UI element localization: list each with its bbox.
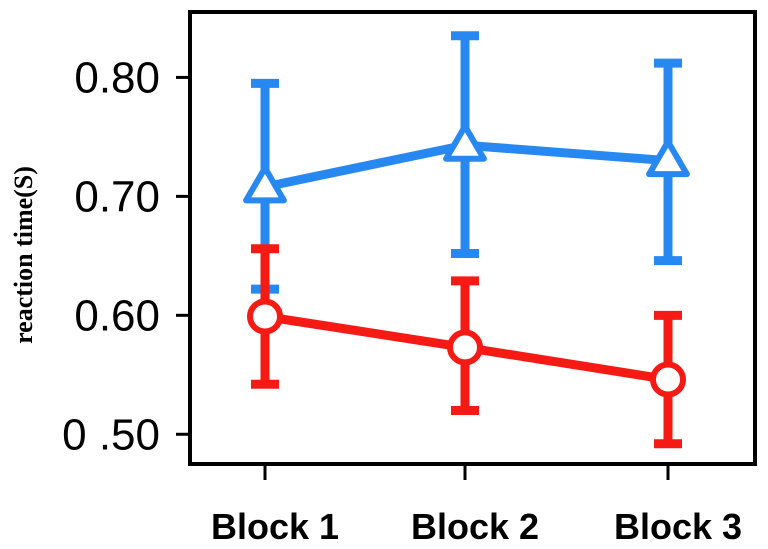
data-point <box>650 361 686 398</box>
data-point <box>247 298 283 335</box>
series-1 <box>243 31 690 294</box>
x-tick-label: Block 3 <box>614 506 742 547</box>
y-tick-label: 0.60 <box>74 291 160 340</box>
data-point <box>243 164 287 204</box>
data-point <box>646 138 690 178</box>
series-layer <box>243 31 690 449</box>
y-axis-label: reaction time(S) <box>9 166 38 344</box>
plot-frame <box>188 10 757 466</box>
y-tick-label: 0 .50 <box>62 410 160 459</box>
y-tick-label: 0.70 <box>74 172 160 221</box>
axis-ticks: 0 .50 0.60 0.70 0.80 Block 1 Block 2 Block 3 <box>62 53 742 547</box>
x-tick-label: Block 2 <box>411 506 539 547</box>
data-point <box>443 123 487 162</box>
data-point <box>447 329 483 366</box>
y-tick-label: 0.80 <box>74 53 160 102</box>
series-2 <box>247 244 686 449</box>
x-tick-label: Block 1 <box>211 506 339 547</box>
